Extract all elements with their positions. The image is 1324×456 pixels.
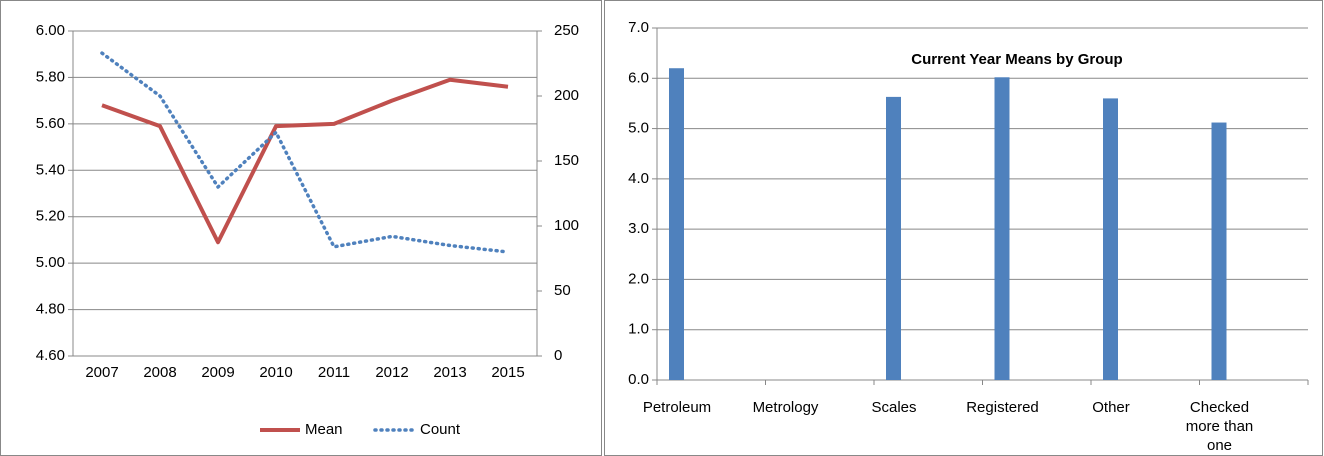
chart-title: Current Year Means by Group <box>911 51 1122 68</box>
y-tick-label: 0.0 <box>628 371 649 388</box>
y-tick-label: 4.60 <box>36 347 65 364</box>
y2-tick-label: 250 <box>554 22 579 39</box>
x-tick-label: 2010 <box>259 364 292 381</box>
y-tick-label: 5.00 <box>36 254 65 271</box>
x-tick-label: Scales <box>871 399 917 416</box>
y2-tick-label: 200 <box>554 87 579 104</box>
x-tick-label: 2012 <box>375 364 408 381</box>
y-tick-label: 3.0 <box>628 220 649 237</box>
x-tick-label: Petroleum <box>642 399 712 416</box>
y-tick-label: 6.0 <box>628 69 649 86</box>
y-tick-label: 6.00 <box>36 22 65 39</box>
x-tick-label: 2007 <box>85 364 118 381</box>
y-tick-label: 5.0 <box>628 120 649 137</box>
y2-tick-label: 0 <box>554 347 562 364</box>
y-tick-label: 1.0 <box>628 321 649 338</box>
bar <box>994 77 1010 380</box>
x-tick-label: Metrology <box>752 399 819 416</box>
bar <box>1103 98 1118 381</box>
series-line <box>100 51 510 254</box>
y2-tick-label: 100 <box>554 217 579 234</box>
x-tick-label: 2008 <box>143 364 176 381</box>
series-line <box>101 77 509 245</box>
x-tick-label: Registered <box>966 399 1039 416</box>
x-tick-label: 2011 <box>318 364 350 381</box>
x-tick-label: 2013 <box>433 364 466 381</box>
y2-tick-label: 50 <box>554 282 571 299</box>
y2-tick-label: 150 <box>554 152 579 169</box>
y-tick-label: 2.0 <box>628 270 649 287</box>
y-tick-label: 4.0 <box>628 170 649 187</box>
bar <box>1211 122 1227 380</box>
legend-label: Count <box>420 421 461 438</box>
x-tick-label: Other <box>1092 399 1130 416</box>
y-tick-label: 5.60 <box>36 115 65 132</box>
x-tick-label: 2015 <box>491 364 524 381</box>
x-tick-label: 2009 <box>201 364 234 381</box>
y-tick-label: 5.80 <box>36 68 65 85</box>
y-tick-label: 5.40 <box>36 161 65 178</box>
y-tick-label: 4.80 <box>36 301 65 318</box>
y-tick-label: 7.0 <box>628 19 649 36</box>
bar <box>886 96 901 381</box>
bar <box>669 68 684 380</box>
y-tick-label: 5.20 <box>36 208 65 225</box>
x-tick-label: Checked more than one <box>1185 399 1254 454</box>
legend-label: Mean <box>305 421 343 438</box>
left-panel <box>0 0 602 456</box>
